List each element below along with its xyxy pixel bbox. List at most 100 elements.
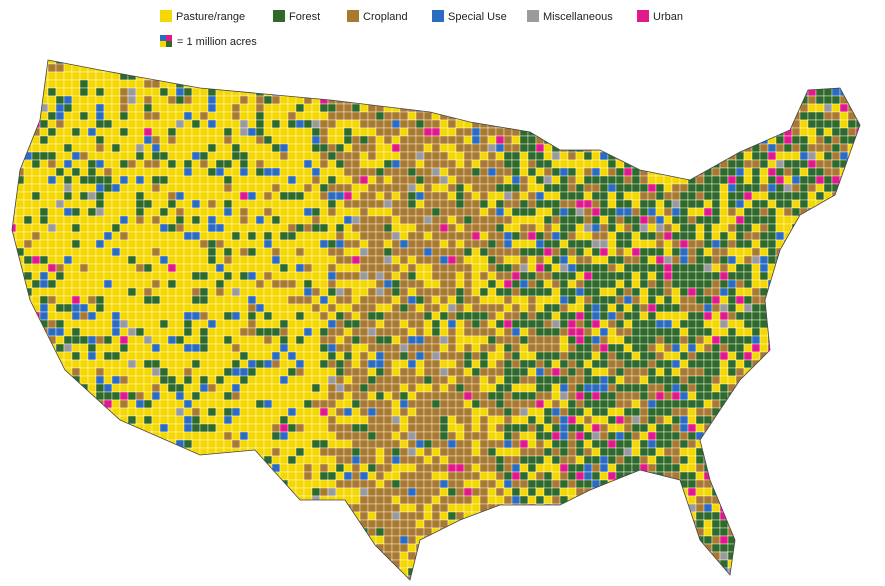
land-cell — [71, 60, 81, 65]
land-cell — [239, 63, 249, 73]
land-cell — [319, 271, 329, 281]
land-cell — [447, 287, 457, 297]
land-cell — [287, 271, 297, 281]
land-cell — [23, 127, 33, 137]
land-cell — [367, 127, 377, 137]
land-cell — [719, 247, 729, 257]
land-cell — [39, 239, 49, 249]
land-cell — [23, 423, 33, 433]
land-cell — [463, 63, 473, 73]
land-cell — [807, 399, 817, 409]
land-cell — [607, 199, 617, 209]
land-cell — [151, 343, 161, 353]
land-cell — [183, 71, 193, 81]
land-cell — [703, 311, 713, 321]
land-cell — [719, 71, 729, 81]
land-cell — [463, 359, 473, 369]
land-cell — [295, 383, 305, 393]
land-cell — [191, 303, 201, 313]
land-cell — [207, 95, 217, 105]
land-cell — [511, 223, 521, 233]
land-cell — [839, 343, 849, 353]
land-cell — [527, 295, 537, 305]
land-cell — [791, 207, 801, 217]
land-cell — [119, 399, 129, 409]
land-cell — [279, 71, 289, 81]
land-cell — [511, 87, 521, 97]
land-cell — [583, 151, 593, 161]
land-cell — [303, 247, 313, 257]
land-cell — [511, 111, 521, 121]
land-cell — [599, 263, 609, 273]
land-cell — [263, 367, 273, 377]
land-cell — [231, 375, 241, 385]
land-cell — [327, 79, 337, 89]
land-cell — [727, 207, 737, 217]
land-cell — [639, 327, 649, 337]
land-cell — [303, 311, 313, 321]
land-cell — [503, 103, 513, 113]
land-cell — [87, 239, 97, 249]
land-cell — [255, 215, 265, 225]
land-cell — [864, 344, 872, 352]
land-cell — [159, 167, 169, 177]
land-cell — [295, 215, 305, 225]
land-cell — [479, 279, 489, 289]
land-cell — [391, 327, 401, 337]
land-cell — [111, 239, 121, 249]
land-cell — [207, 319, 217, 329]
land-cell — [95, 311, 105, 321]
land-cell — [335, 263, 345, 273]
land-cell — [551, 111, 561, 121]
land-cell — [519, 399, 529, 409]
land-cell — [767, 127, 777, 137]
land-cell — [679, 183, 689, 193]
land-cell — [23, 367, 33, 377]
land-cell — [143, 175, 153, 185]
land-cell — [15, 79, 25, 89]
land-cell — [823, 95, 833, 105]
land-cell — [751, 255, 761, 265]
land-cell — [407, 111, 417, 121]
land-cell — [95, 303, 105, 313]
land-cell — [479, 295, 489, 305]
land-cell — [423, 159, 433, 169]
land-cell — [479, 247, 489, 257]
land-cell — [743, 383, 753, 393]
land-cell — [471, 343, 481, 353]
land-cell — [143, 95, 153, 105]
land-cell — [327, 119, 337, 129]
land-cell — [119, 255, 129, 265]
land-cell — [495, 287, 505, 297]
land-cell — [431, 407, 441, 417]
land-cell — [743, 391, 753, 401]
land-cell — [175, 159, 185, 169]
land-cell — [791, 239, 801, 249]
land-cell — [767, 287, 777, 297]
land-cell — [831, 375, 841, 385]
land-cell — [279, 367, 289, 377]
land-cell — [864, 400, 872, 408]
land-cell — [407, 223, 417, 233]
land-cell — [575, 367, 585, 377]
land-cell — [455, 95, 465, 105]
land-cell — [87, 151, 97, 161]
land-cell — [47, 143, 57, 153]
land-cell — [223, 279, 233, 289]
land-cell — [687, 239, 697, 249]
land-cell — [327, 391, 337, 401]
land-cell — [751, 319, 761, 329]
land-cell — [775, 191, 785, 201]
land-cell — [239, 103, 249, 113]
land-cell — [847, 95, 857, 105]
land-cell — [327, 247, 337, 257]
land-cell — [63, 423, 73, 433]
land-cell — [255, 407, 265, 417]
land-cell — [111, 183, 121, 193]
land-cell — [31, 191, 41, 201]
land-cell — [864, 160, 872, 168]
land-cell — [263, 175, 273, 185]
land-cell — [671, 415, 681, 425]
land-cell — [864, 416, 872, 424]
land-cell — [199, 215, 209, 225]
